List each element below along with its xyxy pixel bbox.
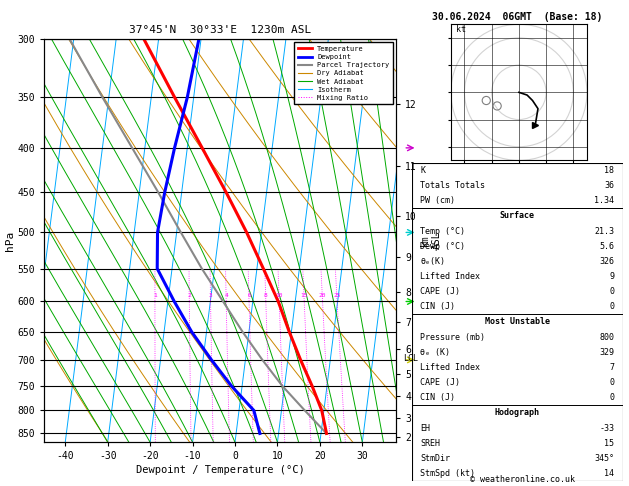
- Y-axis label: hPa: hPa: [4, 230, 14, 251]
- Text: 1: 1: [153, 293, 157, 298]
- Text: 30.06.2024  06GMT  (Base: 18): 30.06.2024 06GMT (Base: 18): [432, 12, 603, 22]
- Text: PW (cm): PW (cm): [420, 196, 455, 205]
- Text: 8: 8: [264, 293, 268, 298]
- Text: Pressure (mb): Pressure (mb): [420, 332, 486, 342]
- Text: CIN (J): CIN (J): [420, 302, 455, 312]
- Text: LCL: LCL: [403, 354, 418, 364]
- Text: 6: 6: [247, 293, 251, 298]
- Text: CAPE (J): CAPE (J): [420, 378, 460, 387]
- Text: θₑ (K): θₑ (K): [420, 348, 450, 357]
- Text: 20: 20: [319, 293, 326, 298]
- Text: 345°: 345°: [594, 454, 615, 463]
- Text: © weatheronline.co.uk: © weatheronline.co.uk: [470, 474, 574, 484]
- Text: StmDir: StmDir: [420, 454, 450, 463]
- Text: Totals Totals: Totals Totals: [420, 181, 486, 190]
- Text: 1.34: 1.34: [594, 196, 615, 205]
- Text: Lifted Index: Lifted Index: [420, 363, 481, 372]
- Text: 9: 9: [610, 272, 615, 281]
- Text: kt: kt: [456, 25, 466, 35]
- Title: 37°45'N  30°33'E  1230m ASL: 37°45'N 30°33'E 1230m ASL: [129, 25, 311, 35]
- Text: -33: -33: [599, 424, 615, 433]
- Text: 21.3: 21.3: [594, 226, 615, 236]
- Text: 329: 329: [599, 348, 615, 357]
- Text: 25: 25: [333, 293, 341, 298]
- Text: 0: 0: [610, 393, 615, 402]
- Text: Dewp (°C): Dewp (°C): [420, 242, 465, 251]
- Text: θₑ(K): θₑ(K): [420, 257, 445, 266]
- Text: CAPE (J): CAPE (J): [420, 287, 460, 296]
- X-axis label: Dewpoint / Temperature (°C): Dewpoint / Temperature (°C): [136, 466, 304, 475]
- Text: 800: 800: [599, 332, 615, 342]
- Text: Most Unstable: Most Unstable: [485, 317, 550, 327]
- Text: 2: 2: [187, 293, 191, 298]
- Text: Hodograph: Hodograph: [495, 408, 540, 417]
- Legend: Temperature, Dewpoint, Parcel Trajectory, Dry Adiabat, Wet Adiabat, Isotherm, Mi: Temperature, Dewpoint, Parcel Trajectory…: [294, 42, 392, 104]
- Text: 14: 14: [604, 469, 615, 478]
- Text: 3: 3: [209, 293, 213, 298]
- Text: Temp (°C): Temp (°C): [420, 226, 465, 236]
- Text: CIN (J): CIN (J): [420, 393, 455, 402]
- Text: 7: 7: [610, 363, 615, 372]
- Text: 0: 0: [610, 302, 615, 312]
- Text: Lifted Index: Lifted Index: [420, 272, 481, 281]
- Text: 0: 0: [610, 378, 615, 387]
- Text: EH: EH: [420, 424, 430, 433]
- Text: 15: 15: [301, 293, 308, 298]
- Text: 10: 10: [276, 293, 283, 298]
- Text: SREH: SREH: [420, 439, 440, 448]
- Text: 18: 18: [604, 166, 615, 175]
- Text: 36: 36: [604, 181, 615, 190]
- Text: 4: 4: [225, 293, 228, 298]
- Text: 5.6: 5.6: [599, 242, 615, 251]
- Text: K: K: [420, 166, 425, 175]
- Text: 326: 326: [599, 257, 615, 266]
- Text: 15: 15: [604, 439, 615, 448]
- Y-axis label: km
ASL: km ASL: [420, 232, 442, 249]
- Text: StmSpd (kt): StmSpd (kt): [420, 469, 476, 478]
- Text: Surface: Surface: [500, 211, 535, 220]
- Text: 0: 0: [610, 287, 615, 296]
